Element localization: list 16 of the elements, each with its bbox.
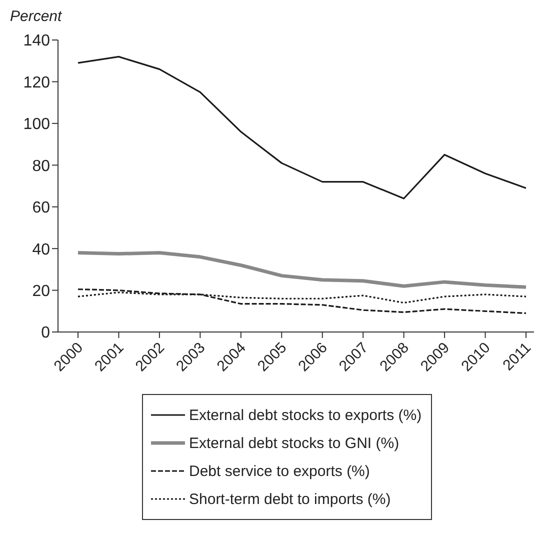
y-tick-label: 100 (23, 116, 50, 134)
y-axis-title: Percent (10, 8, 64, 27)
legend-label: Short-term debt to imports (%) (189, 490, 391, 508)
line-series (76, 250, 528, 289)
y-tick-label: 40 (32, 241, 50, 258)
line-series (77, 288, 527, 314)
y-tick-label: 80 (32, 158, 50, 175)
y-tick-label: 20 (32, 282, 50, 300)
y-tick-label: 120 (23, 74, 50, 92)
y-tick-label: 140 (23, 32, 50, 50)
legend-label: Debt service to exports (%) (189, 462, 370, 480)
y-tick-label: 0 (41, 324, 50, 342)
y-tick-label: 60 (32, 200, 50, 217)
legend-label: External debt stocks to GNI (%) (189, 434, 400, 452)
line-series (77, 56, 527, 200)
legend-label: External debt stocks to exports (%) (189, 406, 422, 424)
